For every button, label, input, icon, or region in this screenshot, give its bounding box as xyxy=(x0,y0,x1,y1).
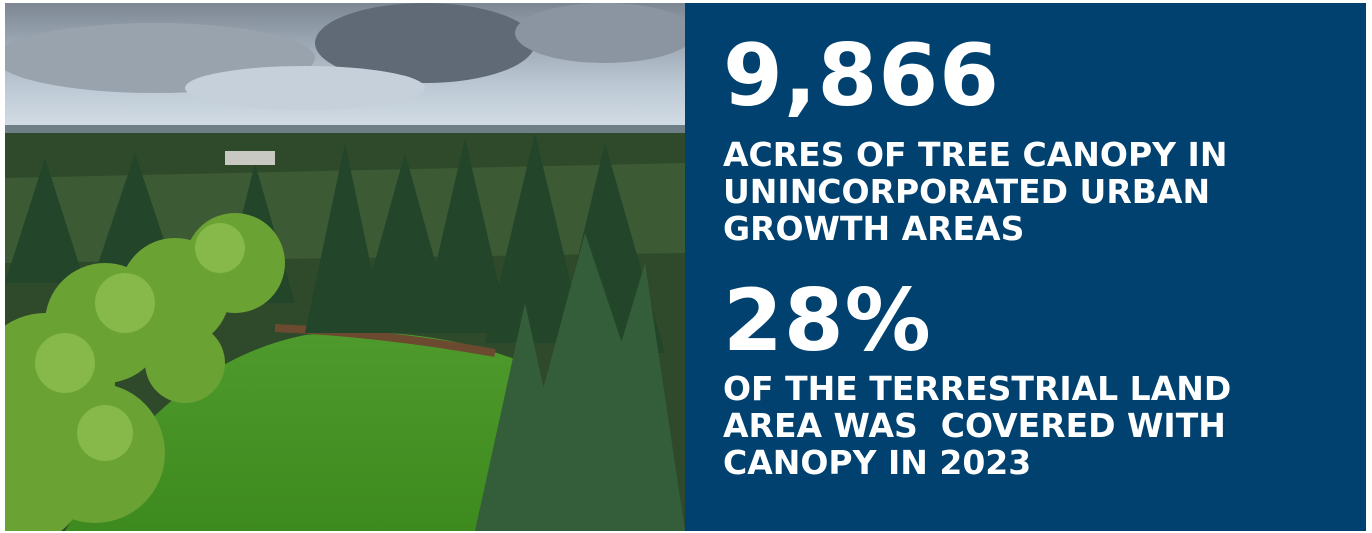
stat-label-line: ACRES OF TREE CANOPY IN xyxy=(723,136,1227,173)
stat-value: 28% xyxy=(723,278,932,364)
stat-label-line: AREA WAS COVERED WITH xyxy=(723,407,1231,444)
stats-panel: 9,866 ACRES OF TREE CANOPY IN UNINCORPOR… xyxy=(685,3,1366,531)
stat-label-line: UNINCORPORATED URBAN xyxy=(723,173,1227,210)
stat-label-line: CANOPY IN 2023 xyxy=(723,444,1231,481)
stat-label-line: OF THE TERRESTRIAL LAND xyxy=(723,370,1231,407)
infographic: 9,866 ACRES OF TREE CANOPY IN UNINCORPOR… xyxy=(0,0,1372,533)
photo xyxy=(5,3,685,531)
stat-label-line: GROWTH AREAS xyxy=(723,210,1227,247)
stat-value: 9,866 xyxy=(723,33,1000,119)
stat-label: ACRES OF TREE CANOPY IN UNINCORPORATED U… xyxy=(723,136,1227,247)
stat-label: OF THE TERRESTRIAL LAND AREA WAS COVERED… xyxy=(723,370,1231,481)
